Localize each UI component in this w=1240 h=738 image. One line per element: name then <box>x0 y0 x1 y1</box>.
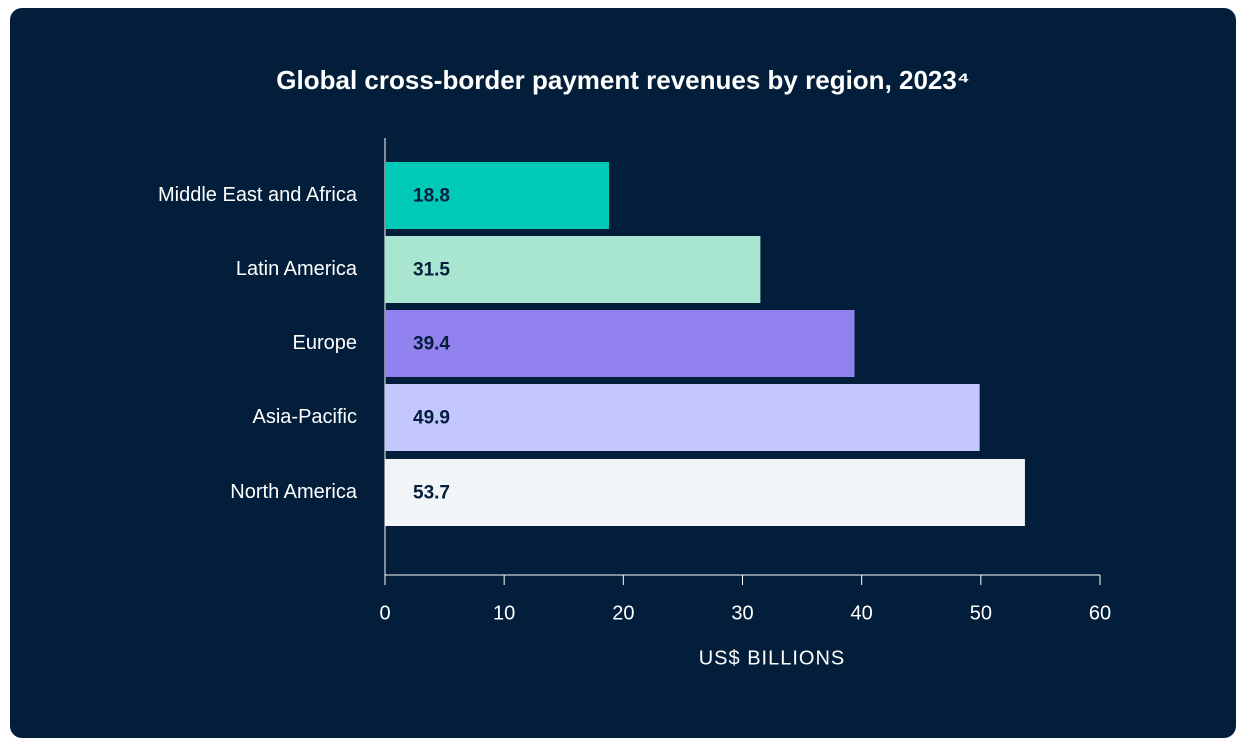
value-label: 39.4 <box>413 334 450 355</box>
x-axis-label: US$ BILLIONS <box>699 647 846 669</box>
value-label: 53.7 <box>413 483 450 504</box>
y-tick-label: Asia-Pacific <box>253 406 357 428</box>
x-tick-label: 50 <box>970 602 992 624</box>
x-tick-label: 20 <box>612 602 634 624</box>
x-tick-label: 0 <box>379 602 390 624</box>
value-label: 49.9 <box>413 408 450 429</box>
value-label: 31.5 <box>413 260 450 281</box>
y-tick-label: Middle East and Africa <box>158 184 358 206</box>
chart-title: Global cross-border payment revenues by … <box>276 65 969 95</box>
y-tick-label: North America <box>230 481 358 503</box>
bar <box>385 162 610 229</box>
y-tick-label: Latin America <box>236 258 358 280</box>
x-tick-label: 10 <box>493 602 515 624</box>
bar <box>385 236 761 303</box>
bar <box>385 310 855 377</box>
y-tick-label: Europe <box>293 332 358 354</box>
x-tick-label: 40 <box>851 602 873 624</box>
bar <box>385 459 1025 526</box>
chart: Global cross-border payment revenues by … <box>158 65 1111 669</box>
value-label: 18.8 <box>413 186 450 207</box>
x-tick-label: 60 <box>1089 602 1111 624</box>
x-tick-label: 30 <box>731 602 753 624</box>
bar <box>385 384 980 451</box>
